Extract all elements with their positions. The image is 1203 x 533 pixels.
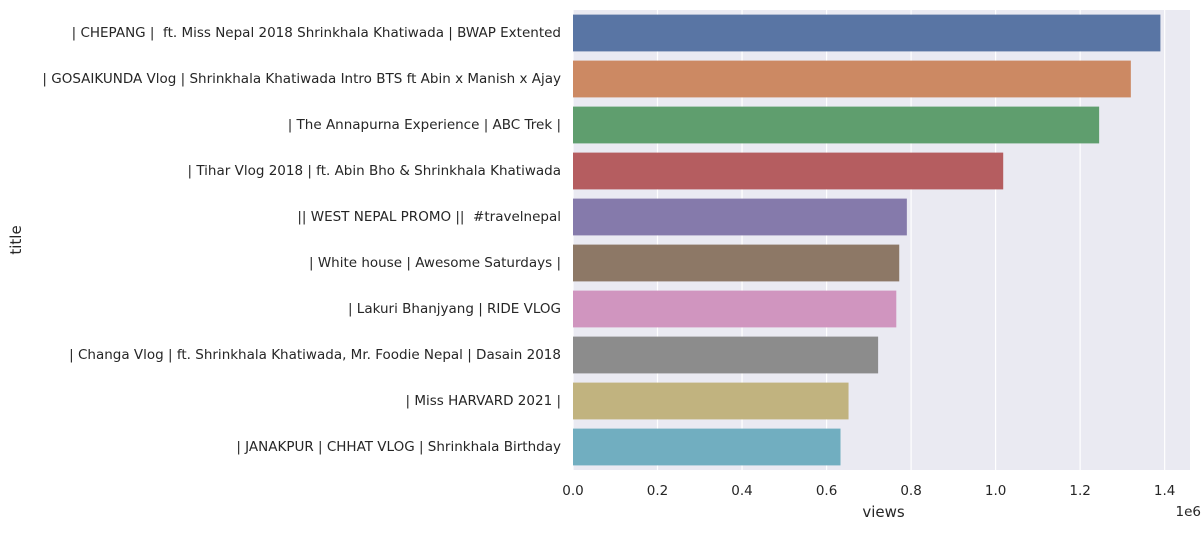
y-tick-label: | Lakuri Bhanjyang | RIDE VLOG [348, 301, 561, 317]
x-axis-offset-label: 1e6 [1176, 504, 1201, 520]
x-tick-label: 0.2 [647, 483, 668, 499]
y-tick-label: | JANAKPUR | CHHAT VLOG | Shrinkhala Bir… [236, 439, 561, 455]
y-tick-label: | CHEPANG | ft. Miss Nepal 2018 Shrinkha… [72, 25, 561, 41]
bar [573, 428, 841, 466]
x-tick-label: 1.4 [1154, 483, 1175, 499]
x-tick-label: 0.4 [731, 483, 752, 499]
x-tick-label: 0.6 [816, 483, 837, 499]
y-tick-label: | White house | Awesome Saturdays | [309, 255, 561, 271]
x-tick-labels: 0.0 0.2 0.4 0.6 0.8 1.0 1.2 1.4 [562, 483, 1175, 499]
y-tick-label: | Miss HARVARD 2021 | [406, 393, 562, 409]
x-tick-label: 1.0 [985, 483, 1006, 499]
bar [573, 382, 849, 420]
y-tick-labels: | CHEPANG | ft. Miss Nepal 2018 Shrinkha… [42, 25, 561, 455]
bars [573, 14, 1161, 466]
y-tick-label: | Changa Vlog | ft. Shrinkhala Khatiwada… [69, 347, 561, 363]
bar [573, 60, 1131, 98]
x-tick-label: 1.2 [1069, 483, 1090, 499]
bar [573, 244, 900, 282]
bar [573, 336, 879, 374]
bar [573, 290, 897, 328]
bar [573, 14, 1161, 52]
bar [573, 152, 1004, 190]
x-tick-label: 0.8 [900, 483, 921, 499]
x-tick-label: 0.0 [562, 483, 583, 499]
x-axis-label: views [862, 503, 905, 521]
y-tick-label: | Tihar Vlog 2018 | ft. Abin Bho & Shrin… [188, 163, 562, 179]
bar [573, 106, 1100, 144]
y-tick-label: || WEST NEPAL PROMO || #travelnepal [297, 209, 561, 225]
y-tick-label: | The Annapurna Experience | ABC Trek | [288, 117, 561, 133]
bar [573, 198, 907, 236]
y-tick-label: | GOSAIKUNDA Vlog | Shrinkhala Khatiwada… [42, 71, 561, 87]
y-axis-label: title [7, 225, 25, 254]
